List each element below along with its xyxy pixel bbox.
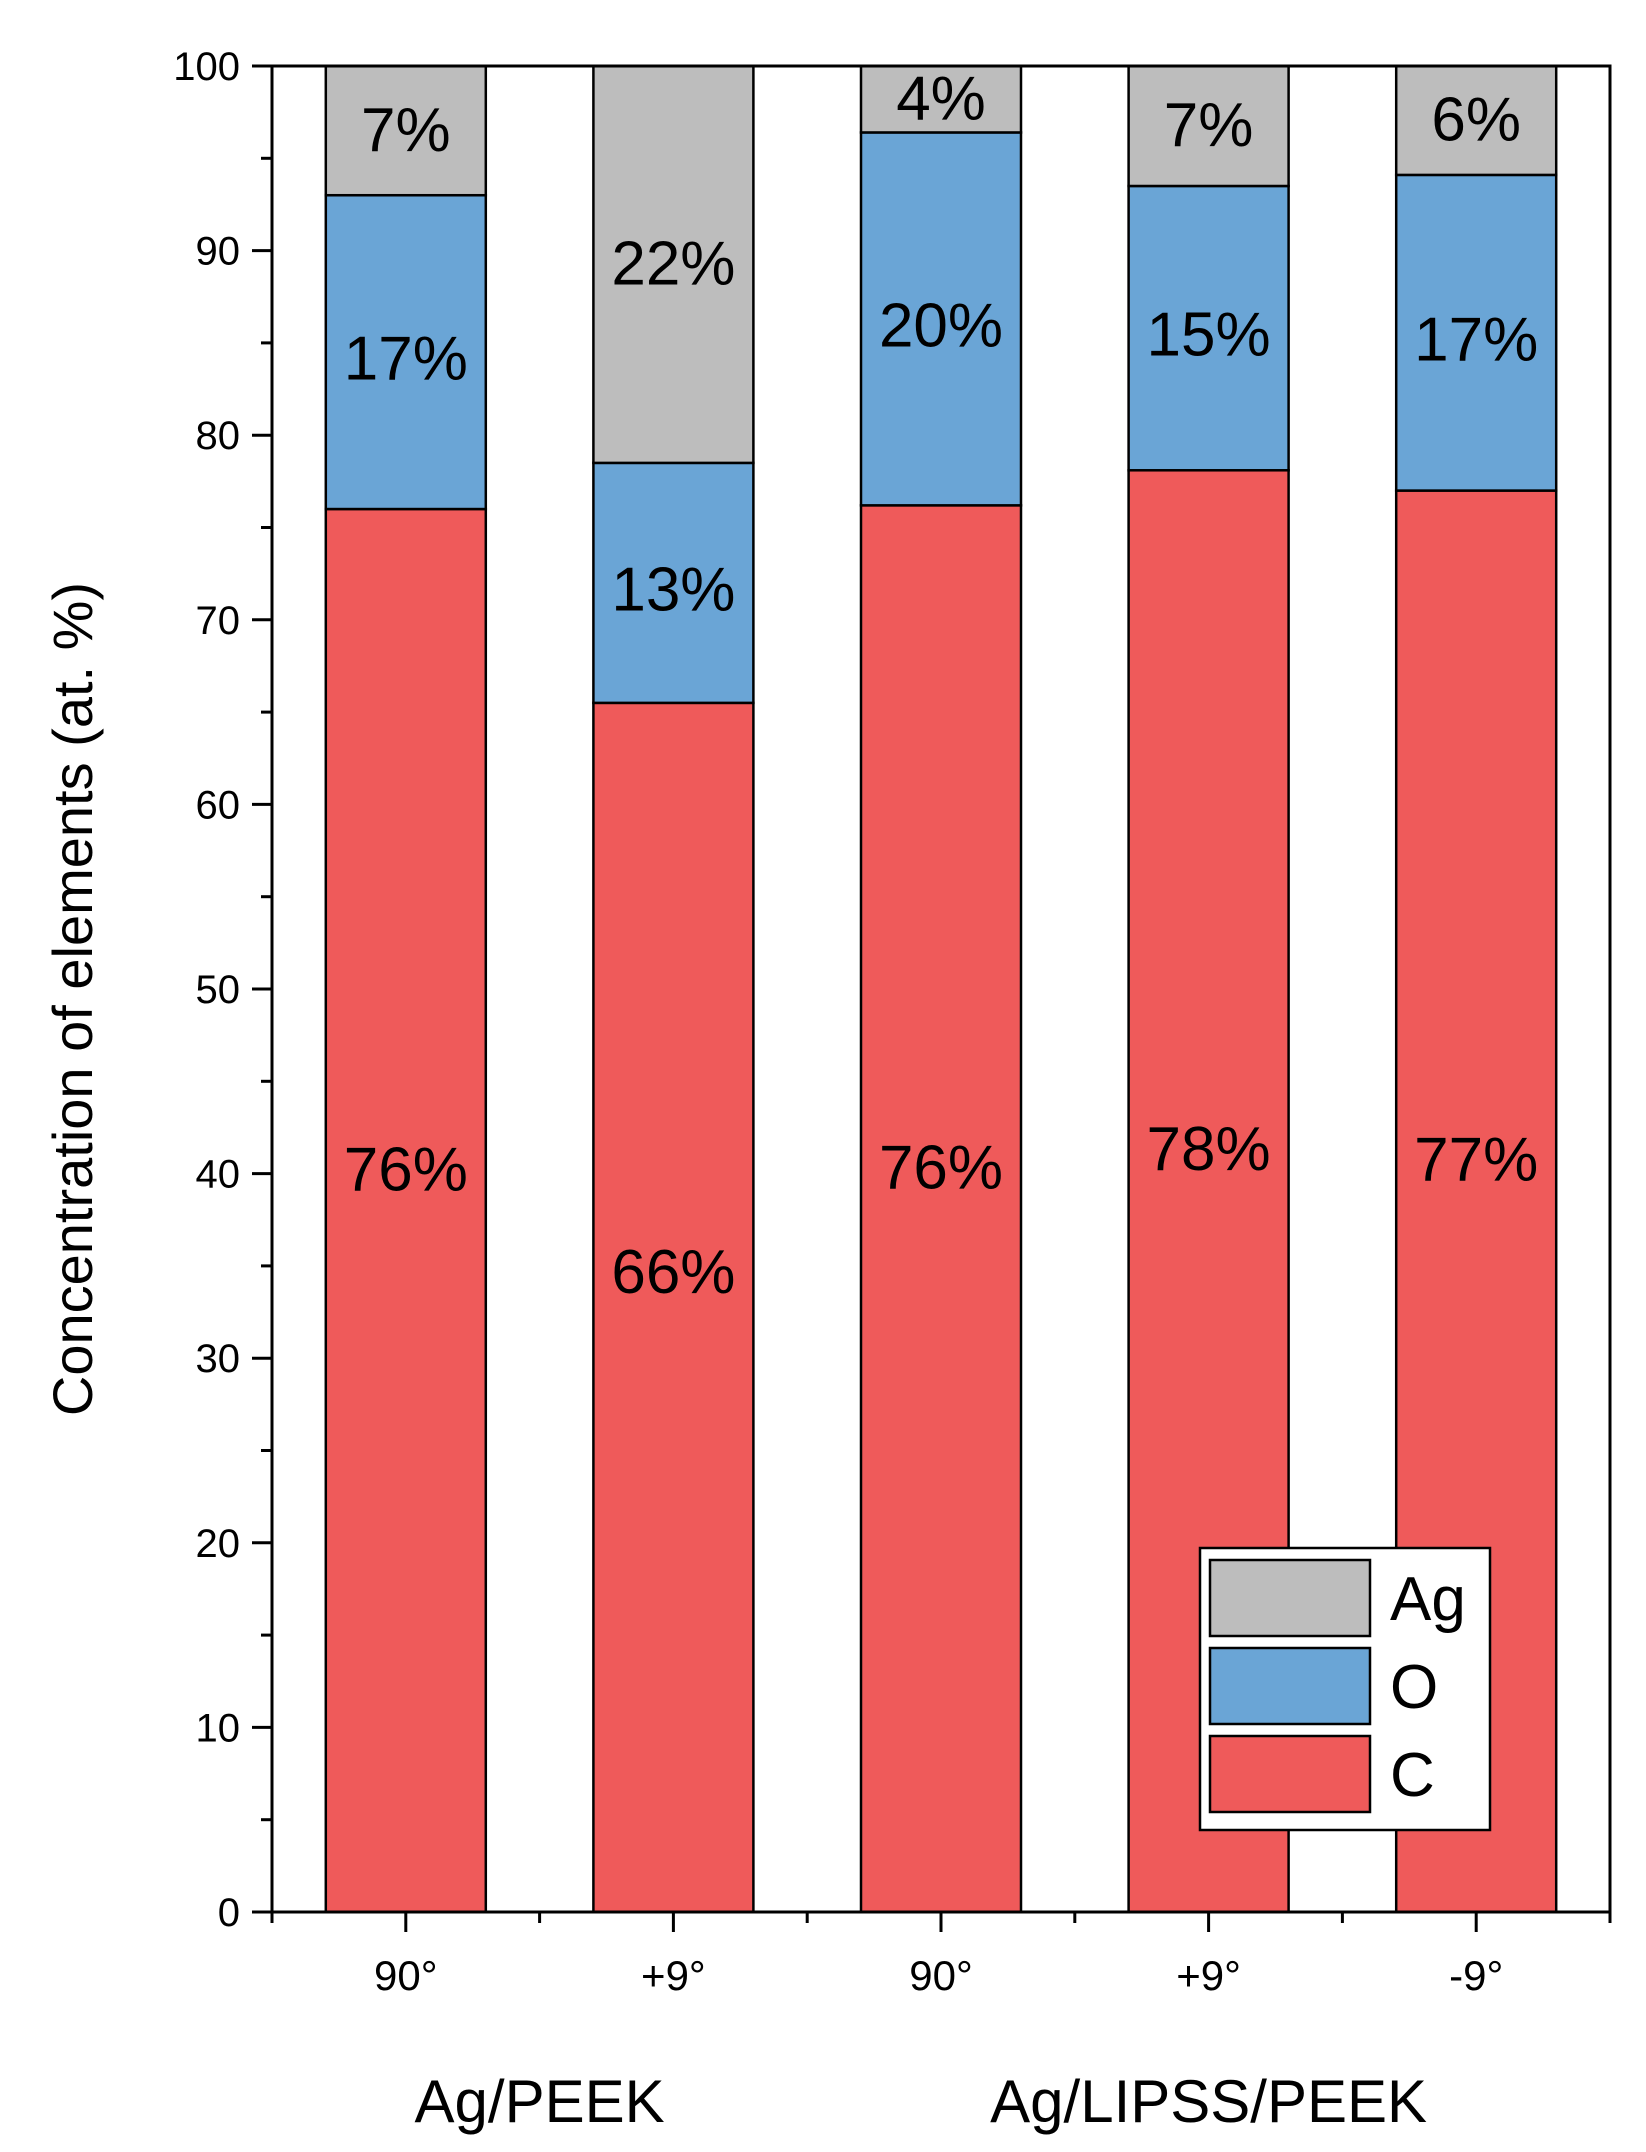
x-tick-label-2: 90° <box>909 1952 973 1999</box>
y-tick-label-70: 70 <box>196 599 241 643</box>
label-o-4: 17% <box>1414 305 1538 374</box>
bar-ag-4 <box>1394 64 1558 177</box>
bar-ag-2 <box>859 64 1023 134</box>
bar-c-1 <box>592 701 755 1914</box>
y-tick-label-80: 80 <box>196 414 241 458</box>
y-tick-label-0: 0 <box>218 1891 240 1935</box>
legend-swatch-o <box>1208 1646 1372 1726</box>
label-ag-2: 4% <box>896 64 986 133</box>
label-c-2: 76% <box>879 1133 1003 1202</box>
label-c-3: 78% <box>1147 1115 1271 1184</box>
label-o-2: 20% <box>879 291 1003 360</box>
x-tick-label-0: 90° <box>374 1952 438 1999</box>
legend-label-ag: Ag <box>1390 1565 1466 1634</box>
legend: Ag OC <box>1198 1546 1492 1832</box>
y-axis-title: Concentration of elements (at. %) <box>41 582 104 1416</box>
bar-ag-3 <box>1127 64 1290 188</box>
label-o-1: 13% <box>611 555 735 624</box>
legend-label-o: O <box>1390 1653 1438 1722</box>
label-c-0: 76% <box>344 1135 468 1204</box>
label-c-1: 66% <box>611 1238 735 1307</box>
legend-swatch-ag <box>1208 1558 1372 1638</box>
bar-o-0 <box>324 193 488 511</box>
bar-c-2 <box>859 504 1023 1914</box>
x-tick-label-1: +9° <box>641 1952 706 1999</box>
label-ag-3: 7% <box>1164 91 1254 160</box>
label-ag-0: 7% <box>361 96 451 165</box>
axes-layer: 0 10 20 30 40 50 60 70 80 90 100 90° +9° 90° +9° -9° Ag/… <box>41 45 1612 2135</box>
legend-label-c: C <box>1390 1741 1435 1810</box>
legend-swatch-c <box>1208 1734 1372 1814</box>
label-ag-1: 22% <box>611 230 735 299</box>
group-label-0: Ag/PEEK <box>415 2068 665 2135</box>
bar-o-2 <box>859 131 1023 507</box>
x-tick-label-3: +9° <box>1176 1952 1241 1999</box>
group-label-1: Ag/LIPSS/PEEK <box>990 2068 1427 2135</box>
bar-o-3 <box>1127 184 1290 472</box>
label-ag-4: 6% <box>1431 86 1521 155</box>
y-tick-label-40: 40 <box>196 1153 241 1197</box>
label-c-4: 77% <box>1414 1126 1538 1195</box>
y-tick-label-60: 60 <box>196 783 241 827</box>
label-o-0: 17% <box>344 325 468 394</box>
y-tick-label-30: 30 <box>196 1337 241 1381</box>
segment-labels-layer: 76% 17% 7% 66% 13% 22% 76% 20% 4% 78% 15% 7% 77% 17% 6… <box>344 64 1538 1307</box>
x-tick-label-4: -9° <box>1449 1952 1503 1999</box>
y-tick-label-100: 100 <box>173 45 240 89</box>
y-tick-label-50: 50 <box>196 968 241 1012</box>
bar-o-1 <box>592 461 755 705</box>
bar-c-0 <box>324 507 488 1914</box>
y-tick-label-90: 90 <box>196 230 241 274</box>
y-tick-label-20: 20 <box>196 1522 241 1566</box>
bar-ag-1 <box>592 64 755 465</box>
label-o-3: 15% <box>1147 301 1271 370</box>
y-tick-label-10: 10 <box>196 1706 241 1750</box>
